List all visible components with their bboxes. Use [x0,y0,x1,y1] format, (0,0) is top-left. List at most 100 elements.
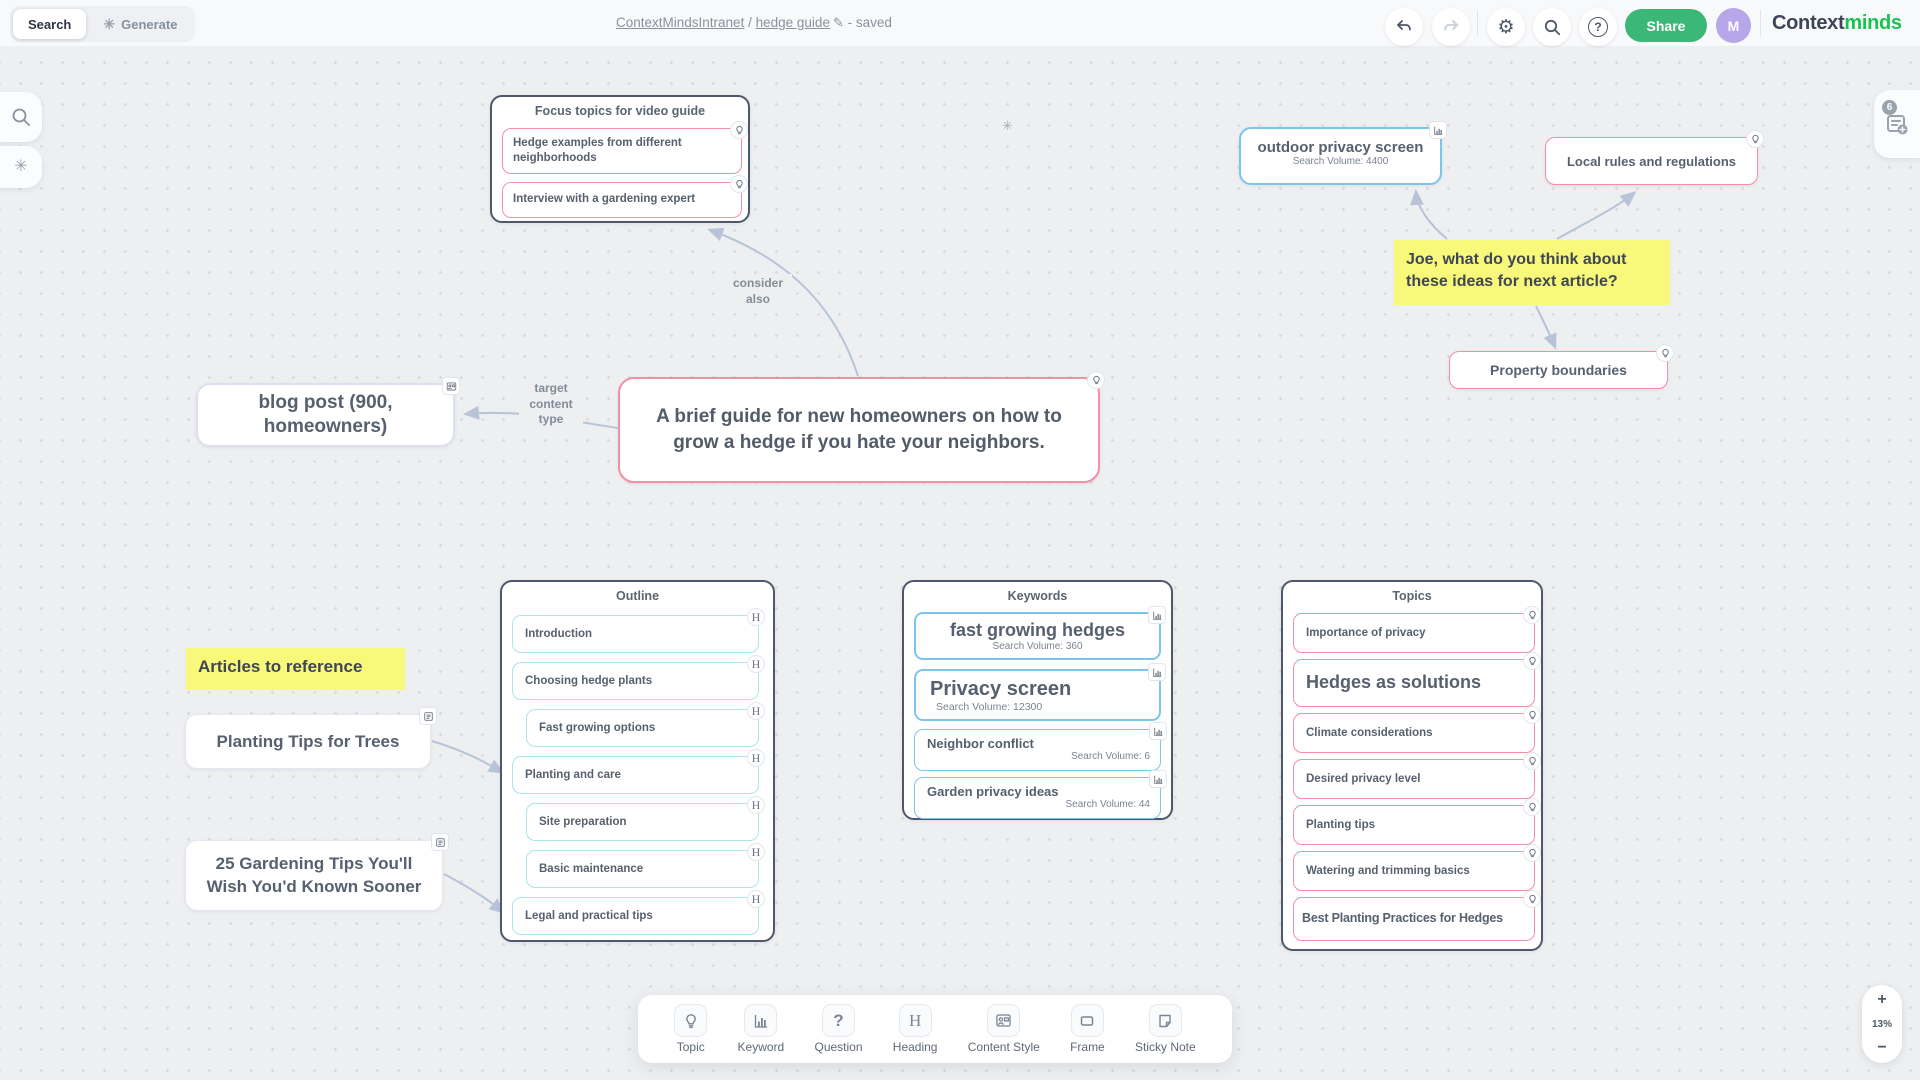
heading-card-legal-practical-tips[interactable]: H Legal and practical tips [512,890,765,935]
breadcrumb-map-link[interactable]: hedge guide [755,15,830,30]
tool-keyword[interactable]: Keyword [738,1004,784,1054]
frame-focus-topics[interactable]: Focus topics for video guide Hedge examp… [490,95,750,223]
heading-icon: H [747,843,765,861]
keyword-card-fast-growing-hedges[interactable]: fast growing hedges Search Volume: 360 [914,606,1166,660]
lightbulb-icon [1656,344,1674,362]
gear-icon: ⚙ [1497,16,1515,38]
search-button[interactable] [1533,8,1571,46]
keyword-volume: Search Volume: 12300 [936,701,1043,713]
help-icon: ? [1588,17,1608,37]
tool-frame[interactable]: Frame [1070,1004,1105,1054]
heading-card-introduction[interactable]: H Introduction [512,608,765,653]
zoom-in-button[interactable]: + [1877,991,1887,1008]
keyword-label: Privacy screen [930,678,1072,700]
topic-card-desired-privacy-level[interactable]: Desired privacy level [1293,752,1541,799]
tool-question[interactable]: ? Question [814,1004,863,1054]
keyword-volume: Search Volume: 6 [1071,751,1150,762]
tool-topic[interactable]: Topic [674,1004,708,1054]
keyword-chart-icon [1429,121,1447,139]
toolbar-divider-2 [1760,10,1761,36]
topic-card-best-planting-practices[interactable]: Best Planting Practices for Hedges [1293,890,1541,941]
heading-card-site-preparation[interactable]: H Site preparation [526,796,765,841]
tool-content-style[interactable]: Content Style [968,1004,1040,1054]
frame-topics[interactable]: Topics Importance of privacy Hedges as s… [1281,580,1543,951]
user-avatar[interactable]: M [1716,8,1751,43]
heading-card-basic-maintenance[interactable]: H Basic maintenance [526,843,765,888]
tool-label: Sticky Note [1135,1040,1196,1054]
heading-label: Legal and practical tips [525,910,653,922]
breadcrumb-project-link[interactable]: ContextMindsIntranet [616,15,745,30]
tool-sticky-note[interactable]: Sticky Note [1135,1004,1196,1054]
topic-node-property-boundaries[interactable]: Property boundaries [1449,344,1674,389]
content-style-icon [442,377,460,395]
edge-label-consider-also[interactable]: consider also [724,274,792,310]
suggestions-flap[interactable]: 6 [1874,90,1920,158]
frame-outline[interactable]: Outline H Introduction H Choosing hedge … [500,580,775,942]
heading-card-choosing-hedge-plants[interactable]: H Choosing hedge plants [512,655,765,700]
article-icon [431,833,449,851]
generate-label: Generate [121,16,178,32]
redo-button[interactable] [1432,8,1470,46]
sticky-note-joe[interactable]: Joe, what do you think about these ideas… [1394,240,1670,305]
rename-pencil-icon[interactable]: ✎ [832,15,844,30]
heading-card-fast-growing-options[interactable]: H Fast growing options [526,702,765,747]
tool-label: Heading [892,1040,938,1054]
keyword-label: Garden privacy ideas [927,784,1059,799]
keyword-chart-icon [1149,770,1167,788]
lightbulb-icon [730,175,748,193]
topic-node-central[interactable]: A brief guide for new homeowners on how … [618,371,1105,483]
lightbulb-icon [730,121,748,139]
redo-icon [1444,20,1458,31]
sticky-note-icon [1148,1004,1182,1037]
heading-h-icon: H [898,1004,932,1037]
contextminds-logo: Contextminds [1772,12,1902,35]
topic-card-hedge-examples[interactable]: Hedge examples from different neighborho… [502,121,748,174]
heading-icon: H [747,796,765,814]
lightbulb-icon [1523,890,1541,908]
sticky-note-articles-reference[interactable]: Articles to reference [186,648,405,690]
keyword-card-privacy-screen[interactable]: Privacy screen Search Volume: 12300 [914,663,1166,721]
node-toolbar: Topic Keyword ? Question H Heading Conte… [638,995,1232,1063]
heading-label: Fast growing options [539,722,656,734]
topic-card-planting-tips[interactable]: Planting tips [1293,798,1541,845]
share-button[interactable]: Share [1625,9,1707,42]
topic-card-watering-trimming[interactable]: Watering and trimming basics [1293,844,1541,891]
tool-heading[interactable]: H Heading [892,1004,938,1054]
keyword-card-garden-privacy-ideas[interactable]: Garden privacy ideas Search Volume: 44 [914,770,1167,819]
logo-part-context: Context [1772,12,1845,34]
topic-label: Best Planting Practices for Hedges [1302,911,1503,925]
edge-label-target-content-type[interactable]: target content type [519,379,583,430]
content-style-node-blog-post[interactable]: blog post (900, homeowners) [196,377,460,447]
topic-card-importance-of-privacy[interactable]: Importance of privacy [1293,606,1541,653]
frame-keywords[interactable]: Keywords fast growing hedges Search Volu… [902,580,1173,820]
search-icon [1544,19,1560,35]
undo-button[interactable] [1385,8,1423,46]
lightbulb-icon [1523,706,1541,724]
topic-card-hedges-as-solutions[interactable]: Hedges as solutions [1293,652,1541,707]
topic-card-interview[interactable]: Interview with a gardening expert [502,175,748,218]
breadcrumb-separator: / [748,15,752,30]
keyword-chart-icon [1148,606,1166,624]
save-status: - saved [847,15,892,30]
tool-label: Frame [1070,1040,1105,1054]
article-node-25-gardening-tips[interactable]: 25 Gardening Tips You'll Wish You'd Know… [185,833,449,911]
zoom-out-button[interactable]: − [1877,1039,1887,1056]
topic-card-climate-considerations[interactable]: Climate considerations [1293,706,1541,753]
lightbulb-icon [674,1004,708,1037]
search-mode-button[interactable]: Search [13,9,87,39]
content-style-label: blog post (900, homeowners) [258,392,393,437]
heading-card-planting-and-care[interactable]: H Planting and care [512,749,765,794]
ai-generate-flap[interactable]: ✳ [0,146,42,188]
frame-icon [1070,1004,1104,1037]
lightbulb-icon [1746,130,1764,148]
generate-mode-button[interactable]: ✳ Generate [88,9,192,39]
settings-button[interactable]: ⚙ [1487,8,1525,46]
canvas-search-flap[interactable] [0,92,42,142]
article-node-planting-tips-for-trees[interactable]: Planting Tips for Trees [185,707,437,769]
keyword-node-outdoor-privacy-screen[interactable]: outdoor privacy screen Search Volume: 44… [1239,121,1447,185]
topic-label: Hedge examples from different neighborho… [513,137,682,164]
topic-node-local-rules[interactable]: Local rules and regulations [1545,130,1764,185]
keyword-card-neighbor-conflict[interactable]: Neighbor conflict Search Volume: 6 [914,722,1167,771]
help-button[interactable]: ? [1579,8,1617,46]
